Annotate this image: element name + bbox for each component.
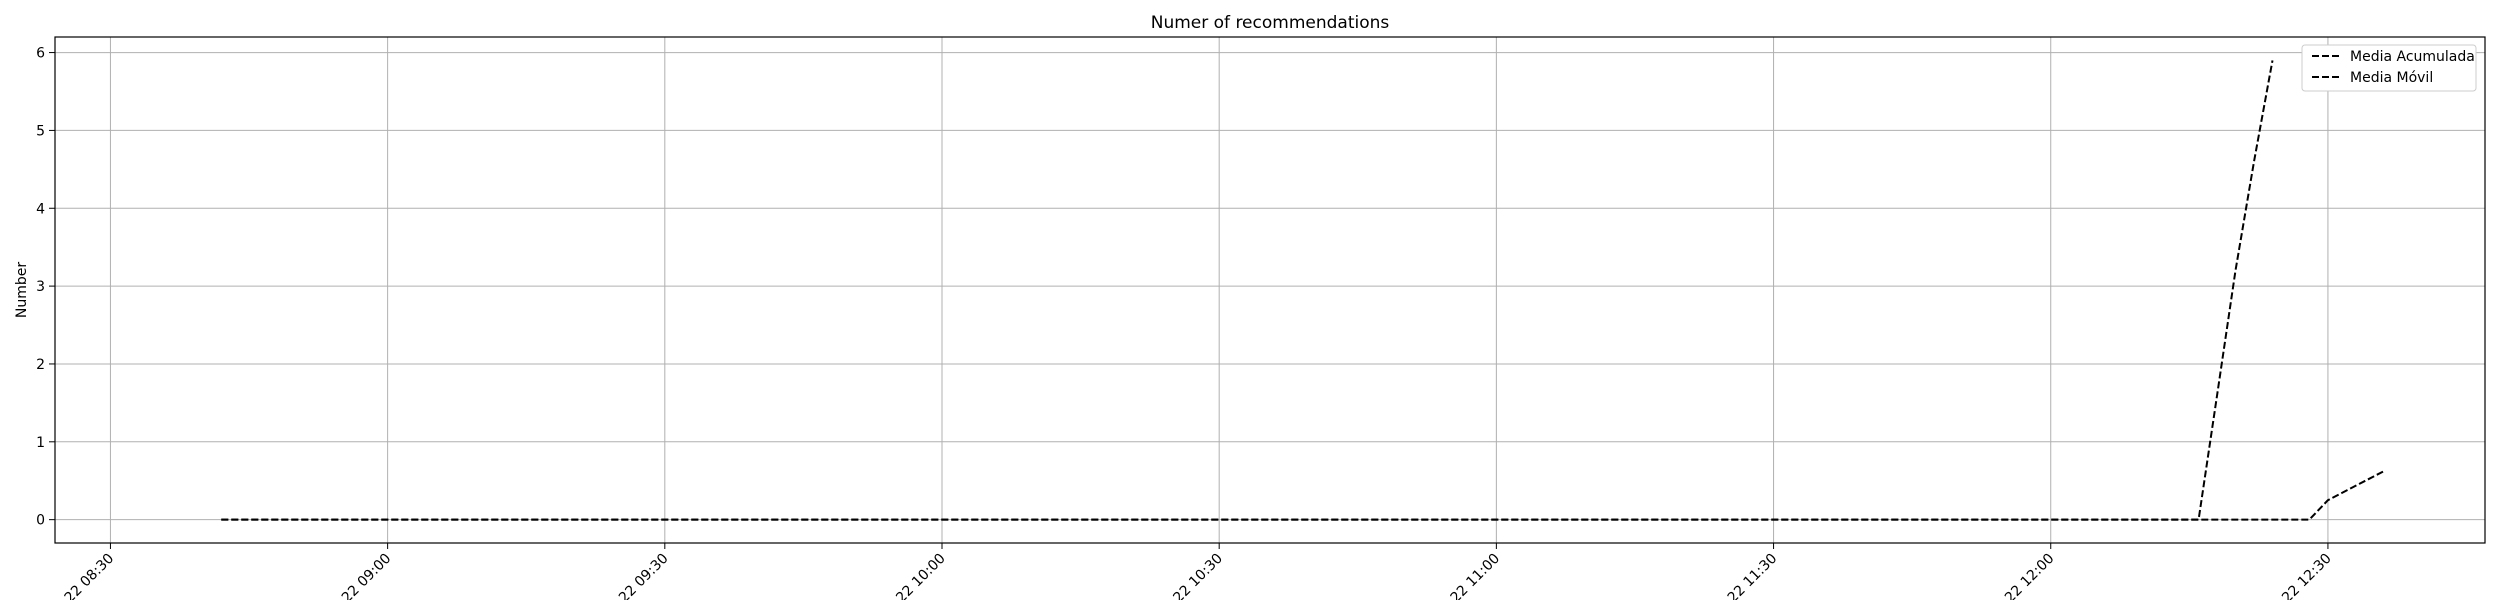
- x-tick-label: 22 11:00: [1448, 551, 1504, 600]
- x-tick-label: 22 11:30: [1725, 551, 1781, 600]
- legend-label-media-movil: Media Móvil: [2350, 70, 2433, 86]
- y-axis: 0 1 2 3 4 5 6: [36, 46, 55, 529]
- series-line-media-acumulada: [221, 60, 2274, 521]
- plot-area-frame: [54, 36, 2486, 544]
- series-lines: [221, 60, 2384, 521]
- x-tick-label: 22 12:30: [2279, 551, 2335, 600]
- chart-title: Numer of recommendations: [1151, 13, 1390, 33]
- x-tick-label: 22 10:00: [893, 551, 949, 600]
- y-tick-label: 0: [36, 513, 45, 529]
- y-tick-label: 4: [36, 201, 45, 217]
- x-tick-label: 22 09:30: [616, 551, 672, 600]
- legend-box: [2301, 44, 2477, 92]
- legend-label-media-acumulada: Media Acumulada: [2350, 49, 2475, 65]
- x-tick-label: 22 08:30: [62, 551, 118, 600]
- grid: [55, 37, 2485, 543]
- x-tick-label: 22 12:00: [2002, 551, 2058, 600]
- x-axis: 22 08:30 22 09:00 22 09:30 22 10:00 22 10:30…: [62, 543, 2335, 600]
- x-tick-label: 22 09:00: [339, 551, 395, 600]
- y-tick-label: 5: [36, 123, 45, 139]
- series-line-media-movil: [221, 470, 2384, 521]
- y-tick-label: 1: [36, 435, 45, 451]
- y-tick-label: 2: [36, 357, 45, 373]
- x-tick-label: 22 10:30: [1170, 551, 1226, 600]
- y-tick-label: 6: [36, 46, 45, 62]
- legend: Media Acumulada Media Móvil: [2301, 44, 2477, 92]
- y-axis-label: Number: [14, 262, 30, 318]
- y-tick-label: 3: [36, 279, 45, 295]
